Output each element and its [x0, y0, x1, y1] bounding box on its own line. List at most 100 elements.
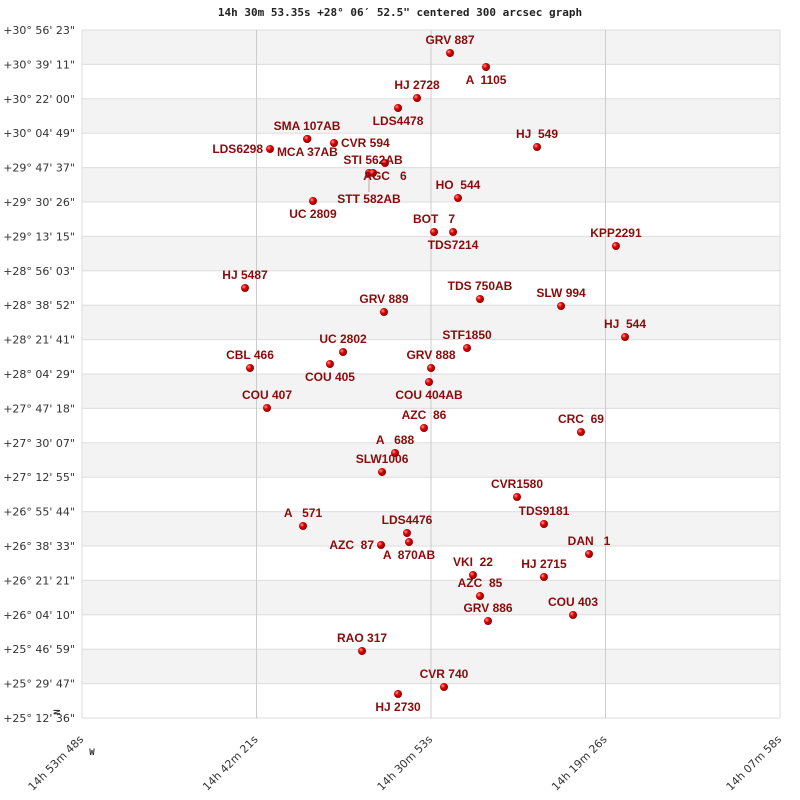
star-label: KPP2291 — [590, 226, 642, 240]
star-marker[interactable] — [425, 378, 434, 387]
star-marker[interactable] — [358, 646, 367, 655]
y-tick-label: +26° 55' 44" — [3, 506, 75, 519]
star-label: HJ 544 — [604, 317, 646, 331]
star-marker[interactable] — [427, 364, 436, 373]
star-marker[interactable] — [463, 343, 472, 352]
x-tick-label: 14h 42m 21s — [200, 733, 261, 794]
star-marker[interactable] — [484, 617, 493, 626]
star-marker[interactable] — [379, 308, 388, 317]
x-tick-label: 14h 19m 26s — [549, 733, 610, 794]
y-tick-label: +26° 38' 33" — [3, 540, 75, 553]
y-tick-label: +25° 46' 59" — [3, 643, 75, 656]
star-marker[interactable] — [308, 197, 317, 206]
star-marker[interactable] — [240, 283, 249, 292]
star-label: A 688 — [376, 433, 415, 447]
star-marker[interactable] — [394, 689, 403, 698]
star-marker[interactable] — [611, 241, 620, 250]
y-tick-label: +27° 30' 07" — [3, 437, 75, 450]
star-label: TDS9181 — [519, 504, 570, 518]
star-label: BOT 7 — [413, 212, 455, 226]
star-label: LDS4478 — [373, 114, 424, 128]
star-label: CVR1580 — [491, 477, 543, 491]
star-marker[interactable] — [576, 428, 585, 437]
star-marker[interactable] — [263, 404, 272, 413]
star-marker[interactable] — [475, 592, 484, 601]
star-label: SLW1006 — [356, 452, 409, 466]
star-label: STF1850 — [442, 328, 492, 342]
star-label: RAO 317 — [337, 631, 387, 645]
x-tick-label: 14h 07m 58s — [724, 733, 785, 794]
star-label: HJ 5487 — [222, 268, 268, 282]
star-label: COU 404AB — [395, 388, 463, 402]
north-label: N — [53, 709, 63, 714]
star-label: LDS4476 — [382, 513, 433, 527]
star-label: COU 403 — [548, 595, 598, 609]
star-marker[interactable] — [621, 332, 630, 341]
star-label: HJ 2715 — [521, 557, 567, 571]
star-label: CVR 594 — [341, 136, 390, 150]
star-marker[interactable] — [513, 493, 522, 502]
y-tick-label: +27° 12' 55" — [3, 471, 75, 484]
star-marker[interactable] — [369, 169, 378, 178]
star-marker[interactable] — [539, 520, 548, 529]
x-tick-label: 14h 30m 53s — [375, 733, 436, 794]
star-label: HJ 549 — [516, 127, 558, 141]
y-tick-label: +29° 47' 37" — [3, 162, 75, 175]
star-marker[interactable] — [446, 48, 455, 57]
star-marker[interactable] — [449, 228, 458, 237]
star-marker[interactable] — [539, 573, 548, 582]
star-label: A 571 — [284, 506, 323, 520]
y-tick-label: +25° 12' 36" — [3, 712, 75, 725]
star-label: UC 2809 — [289, 207, 337, 221]
star-label: DAN 1 — [568, 534, 611, 548]
west-label: W — [89, 748, 95, 758]
star-marker[interactable] — [419, 424, 428, 433]
star-label: CBL 466 — [226, 348, 274, 362]
star-label: CVR 740 — [420, 667, 469, 681]
star-label: VKI 22 — [453, 555, 493, 569]
star-label: AZC 86 — [402, 408, 447, 422]
star-marker[interactable] — [475, 294, 484, 303]
star-marker[interactable] — [266, 144, 275, 153]
star-label: HJ 2728 — [394, 78, 440, 92]
star-marker[interactable] — [402, 528, 411, 537]
star-label: COU 405 — [305, 370, 355, 384]
star-label: A 1105 — [466, 73, 507, 87]
star-marker[interactable] — [468, 571, 477, 580]
star-marker[interactable] — [246, 364, 255, 373]
star-marker[interactable] — [453, 194, 462, 203]
star-marker[interactable] — [378, 468, 387, 477]
y-tick-label: +28° 38' 52" — [3, 299, 75, 312]
star-label: AZC 85 — [458, 576, 503, 590]
star-marker[interactable] — [380, 158, 389, 167]
star-marker[interactable] — [533, 143, 542, 152]
star-marker[interactable] — [339, 347, 348, 356]
star-label: COU 407 — [242, 388, 292, 402]
star-marker[interactable] — [391, 449, 400, 458]
star-label: HJ 2730 — [375, 700, 421, 714]
star-marker[interactable] — [413, 94, 422, 103]
star-marker[interactable] — [405, 538, 414, 547]
star-marker[interactable] — [430, 228, 439, 237]
star-label: SLW 994 — [536, 286, 586, 300]
star-label: GRV 889 — [359, 292, 408, 306]
y-tick-label: +29° 30' 26" — [3, 196, 75, 209]
star-label: STI 562AB — [343, 153, 403, 167]
y-tick-label: +30° 04' 49" — [3, 127, 75, 140]
star-marker[interactable] — [299, 521, 308, 530]
star-marker[interactable] — [394, 104, 403, 113]
star-marker[interactable] — [303, 134, 312, 143]
star-marker[interactable] — [482, 62, 491, 71]
star-label: TDS7214 — [428, 238, 479, 252]
star-marker[interactable] — [557, 301, 566, 310]
star-marker[interactable] — [325, 360, 334, 369]
star-marker[interactable] — [569, 610, 578, 619]
y-tick-label: +28° 21' 41" — [3, 334, 75, 347]
star-marker[interactable] — [585, 550, 594, 559]
star-marker[interactable] — [439, 682, 448, 691]
y-tick-label: +30° 22' 00" — [3, 93, 75, 106]
star-label: GRV 888 — [406, 348, 455, 362]
star-marker[interactable] — [377, 540, 386, 549]
y-tick-label: +30° 39' 11" — [3, 58, 75, 71]
star-marker[interactable] — [329, 139, 338, 148]
